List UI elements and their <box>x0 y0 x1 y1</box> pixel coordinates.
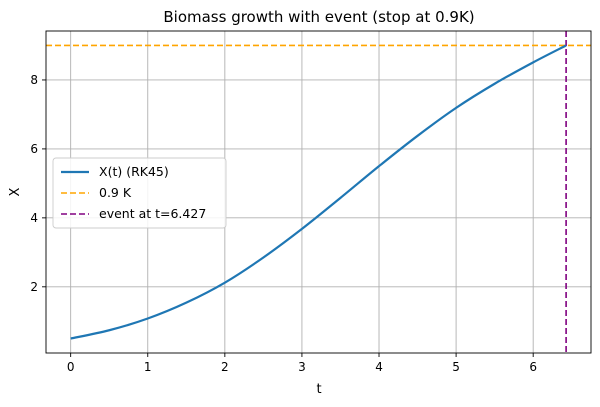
y-tick-label: 4 <box>30 211 38 225</box>
chart-title: Biomass growth with event (stop at 0.9K) <box>163 8 474 26</box>
reference-lines <box>46 31 591 353</box>
x-tick-label: 4 <box>375 360 383 374</box>
x-tick-label: 1 <box>144 360 152 374</box>
x-tick-label: 0 <box>67 360 75 374</box>
legend: X(t) (RK45) 0.9 K event at t=6.427 <box>52 157 227 229</box>
legend-label-xt: X(t) (RK45) <box>99 164 169 179</box>
y-tick-label: 8 <box>30 73 38 87</box>
legend-label-event: event at t=6.427 <box>99 206 206 221</box>
x-tick-label: 5 <box>452 360 460 374</box>
x-tick-label: 3 <box>298 360 306 374</box>
x-tick-label: 6 <box>529 360 537 374</box>
y-tick-label: 2 <box>30 280 38 294</box>
series-layer <box>70 44 567 340</box>
series-line-xt <box>70 44 567 340</box>
x-tick-label: 2 <box>221 360 229 374</box>
plot-frame <box>45 30 592 354</box>
x-axis-label: t <box>316 382 321 397</box>
legend-box <box>52 157 227 229</box>
x-axis-ticks: 0 1 2 3 4 5 6 <box>67 353 537 374</box>
y-tick-label: 6 <box>30 142 38 156</box>
grid <box>46 31 591 353</box>
y-axis-ticks: 2 4 6 8 <box>30 73 46 294</box>
y-axis-label: X <box>8 187 23 196</box>
legend-label-09k: 0.9 K <box>99 185 132 200</box>
